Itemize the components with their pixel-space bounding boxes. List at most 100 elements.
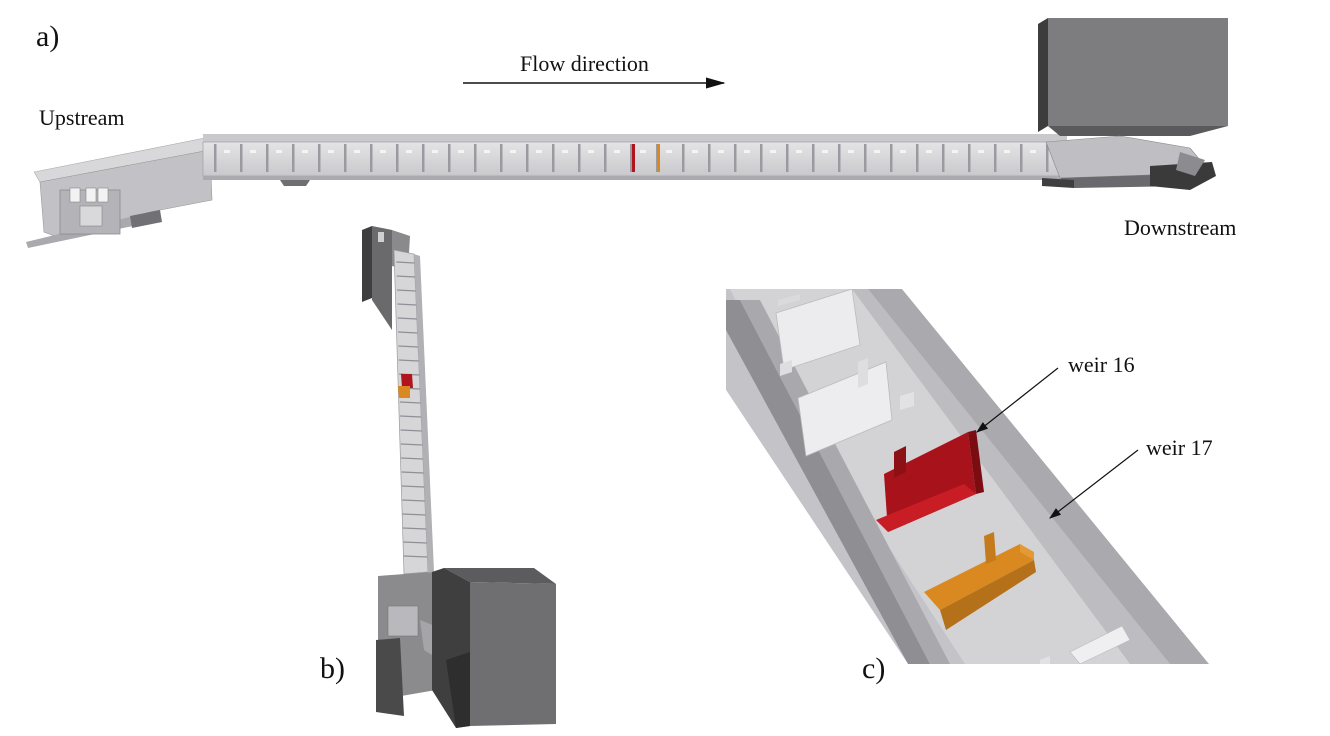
baffle (344, 144, 347, 172)
baffle (401, 485, 425, 488)
baffle (448, 144, 451, 172)
weir-16-pointer-arrow (976, 367, 1059, 433)
baffle (214, 144, 217, 172)
baffle-slot (588, 150, 594, 153)
baffle-slot (302, 150, 308, 153)
weir-17-pointer-arrow (1049, 449, 1139, 519)
baffle (397, 303, 417, 306)
baffle (734, 144, 737, 172)
baffle (942, 144, 945, 172)
baffle-slot (536, 150, 542, 153)
baffle-slot (354, 150, 360, 153)
baffle-slot (640, 150, 646, 153)
baffle (396, 144, 399, 172)
baffle (864, 144, 867, 172)
baffle-slot (224, 150, 230, 153)
baffle (526, 144, 529, 172)
panel-b-label: b) (320, 652, 345, 685)
channel-baffles (396, 261, 428, 558)
panel-c-closeup (726, 289, 1209, 664)
baffle (760, 144, 763, 172)
baffle (604, 144, 607, 172)
baffle (838, 144, 841, 172)
baffle (398, 331, 418, 334)
baffle-slot (744, 150, 750, 153)
baffle-slot (250, 150, 256, 153)
weir-16-top-marker (401, 374, 413, 388)
baffle-slot (1004, 150, 1010, 153)
baffle (812, 144, 815, 172)
baffle (578, 144, 581, 172)
baffle (402, 513, 426, 516)
baffle-slot (380, 150, 386, 153)
baffle-slot (432, 150, 438, 153)
baffle (399, 401, 421, 404)
baffle (500, 144, 503, 172)
baffle-panel-2 (797, 361, 893, 457)
downstream-outlet-structure (1038, 18, 1228, 190)
baffle (400, 415, 422, 418)
baffle (402, 499, 425, 502)
baffle-slot (1030, 150, 1036, 153)
baffle-slot (562, 150, 568, 153)
weir-17-closeup (924, 532, 1036, 630)
upstream-inlet-structure (26, 137, 213, 248)
weir-17-label: weir 17 (1146, 435, 1213, 460)
baffle (916, 144, 919, 172)
panel-a-label: a) (36, 20, 60, 53)
baffle-slot (770, 150, 776, 153)
baffle (682, 144, 685, 172)
baffle (1046, 144, 1049, 172)
baffle (396, 261, 415, 264)
baffle (396, 275, 416, 278)
flow-direction-label: Flow direction (520, 51, 649, 76)
baffle-slot (874, 150, 880, 153)
baffle-slot (952, 150, 958, 153)
baffle (370, 144, 373, 172)
baffle (968, 144, 971, 172)
baffle-slot (848, 150, 854, 153)
baffle (292, 144, 295, 172)
baffle (318, 144, 321, 172)
baffle-slot (328, 150, 334, 153)
downstream-label: Downstream (1124, 215, 1237, 240)
downstream-block (376, 568, 556, 728)
baffle-slot (978, 150, 984, 153)
baffle (240, 144, 243, 172)
baffle (401, 457, 424, 460)
baffle (266, 144, 269, 172)
baffle (403, 555, 428, 558)
baffle (401, 471, 424, 474)
baffle-slot (718, 150, 724, 153)
baffle (400, 443, 423, 446)
weir-16-closeup (876, 430, 984, 532)
baffle (402, 527, 427, 530)
baffle-slot (666, 150, 672, 153)
baffle (397, 317, 417, 320)
baffle-slot (926, 150, 932, 153)
baffle (398, 345, 419, 348)
baffle (708, 144, 711, 172)
baffle (403, 541, 427, 544)
baffle-slot (614, 150, 620, 153)
baffle (422, 144, 425, 172)
baffle-slot (484, 150, 490, 153)
panel-c-label: c) (862, 652, 886, 685)
baffle (398, 359, 419, 362)
weir-16-marker (632, 144, 635, 172)
baffle (994, 144, 997, 172)
baffle (400, 429, 422, 432)
baffle-slot (406, 150, 412, 153)
baffle-slot (796, 150, 802, 153)
baffle-slot (822, 150, 828, 153)
baffle (1020, 144, 1023, 172)
baffle (786, 144, 789, 172)
upstream-label: Upstream (39, 105, 125, 130)
baffle-panel-1 (775, 289, 861, 371)
baffle-slot (510, 150, 516, 153)
baffle (630, 144, 633, 172)
baffle (396, 289, 416, 292)
panel-b-fishway-top-view (362, 226, 556, 728)
baffle-slot (692, 150, 698, 153)
